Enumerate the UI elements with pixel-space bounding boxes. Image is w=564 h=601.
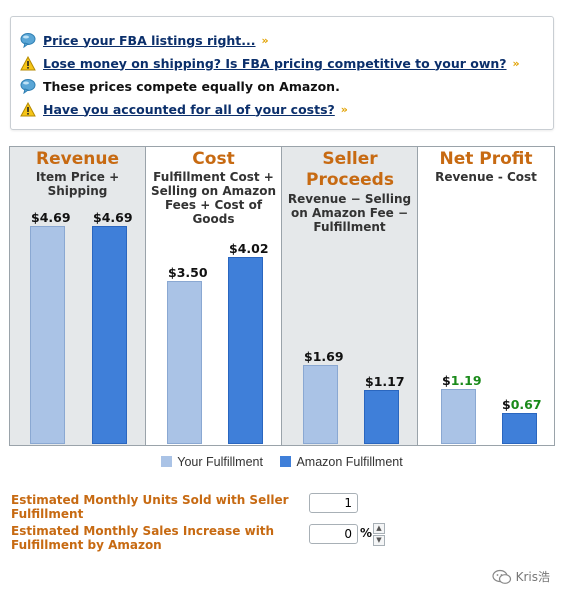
tip-pricing-link[interactable]: Price your FBA listings right... bbox=[43, 32, 256, 48]
column-seller-proceeds: Seller Proceeds Revenue − Selling on Ama… bbox=[282, 147, 418, 445]
bar-label: $1.69 bbox=[304, 349, 344, 364]
column-revenue: Revenue Item Price + Shipping $4.69 $4.6… bbox=[10, 147, 146, 445]
tip-costs[interactable]: Have you accounted for all of your costs… bbox=[19, 99, 348, 119]
column-title: Cost bbox=[192, 149, 235, 169]
column-title: Revenue bbox=[36, 149, 119, 169]
legend-swatch bbox=[161, 456, 173, 467]
legend-item-your: Your Fulfillment bbox=[161, 455, 263, 469]
warning-icon bbox=[19, 100, 37, 118]
column-net-profit: Net Profit Revenue - Cost $1.19 $0.67 bbox=[418, 147, 554, 445]
watermark: Kris浩 bbox=[492, 568, 550, 585]
spin-up-button[interactable]: ▲ bbox=[373, 523, 385, 534]
wechat-icon bbox=[492, 569, 511, 584]
tip-compete: These prices compete equally on Amazon. bbox=[19, 76, 340, 96]
column-title: Seller Proceeds bbox=[306, 149, 394, 190]
sales-increase-input[interactable] bbox=[309, 524, 358, 544]
bar-amazon-fulfillment bbox=[364, 390, 399, 444]
bar-amazon-fulfillment bbox=[228, 257, 263, 444]
tip-costs-link[interactable]: Have you accounted for all of your costs… bbox=[43, 101, 335, 117]
bar-label: $4.69 bbox=[31, 210, 71, 225]
bar-your-fulfillment bbox=[30, 226, 65, 444]
tip-pricing[interactable]: Price your FBA listings right... » bbox=[19, 30, 269, 50]
bar-your-fulfillment bbox=[167, 281, 202, 444]
bar-amazon-fulfillment bbox=[502, 413, 537, 444]
tip-shipping[interactable]: Lose money on shipping? Is FBA pricing c… bbox=[19, 53, 520, 73]
column-title: Net Profit bbox=[439, 149, 533, 169]
legend-label: Your Fulfillment bbox=[177, 455, 263, 469]
bar-amazon-fulfillment bbox=[92, 226, 127, 444]
bar-label: $1.19 bbox=[442, 373, 482, 388]
tip-compete-text: These prices compete equally on Amazon. bbox=[43, 78, 340, 94]
legend-item-amazon: Amazon Fulfillment bbox=[280, 455, 403, 469]
sales-increase-label: Estimated Monthly Sales Increase with Fu… bbox=[11, 524, 275, 552]
bar-your-fulfillment bbox=[441, 389, 476, 444]
legend-swatch bbox=[280, 456, 292, 467]
chart-legend: Your Fulfillment Amazon Fulfillment bbox=[0, 455, 564, 469]
column-subtitle: Revenue − Selling on Amazon Fee − Fulfil… bbox=[287, 192, 412, 234]
expand-chevron-icon[interactable]: » bbox=[261, 33, 269, 47]
tips-panel: Price your FBA listings right... » Lose … bbox=[10, 16, 554, 130]
legend-label: Amazon Fulfillment bbox=[296, 455, 403, 469]
column-subtitle: Revenue - Cost bbox=[435, 170, 537, 184]
expand-chevron-icon[interactable]: » bbox=[512, 56, 520, 70]
bar-label: $1.17 bbox=[365, 374, 405, 389]
column-subtitle: Fulfillment Cost + Selling on Amazon Fee… bbox=[150, 170, 277, 226]
bar-your-fulfillment bbox=[303, 365, 338, 444]
tip-shipping-link[interactable]: Lose money on shipping? Is FBA pricing c… bbox=[43, 55, 507, 71]
column-subtitle: Item Price + Shipping bbox=[35, 170, 120, 198]
fulfillment-comparison-chart: Revenue Item Price + Shipping $4.69 $4.6… bbox=[9, 146, 555, 446]
units-sold-input[interactable] bbox=[309, 493, 358, 513]
column-cost: Cost Fulfillment Cost + Selling on Amazo… bbox=[146, 147, 282, 445]
speech-bubble-icon bbox=[19, 31, 37, 49]
watermark-text: Kris浩 bbox=[515, 570, 550, 584]
bar-label: $4.69 bbox=[93, 210, 133, 225]
expand-chevron-icon[interactable]: » bbox=[340, 102, 348, 116]
warning-icon bbox=[19, 54, 37, 72]
bar-label: $0.67 bbox=[502, 397, 542, 412]
percent-sign: % bbox=[360, 526, 373, 540]
speech-bubble-icon bbox=[19, 77, 37, 95]
bar-label: $4.02 bbox=[229, 241, 269, 256]
units-sold-label: Estimated Monthly Units Sold with Seller… bbox=[11, 493, 289, 521]
bar-label: $3.50 bbox=[168, 265, 208, 280]
spin-down-button[interactable]: ▼ bbox=[373, 535, 385, 546]
